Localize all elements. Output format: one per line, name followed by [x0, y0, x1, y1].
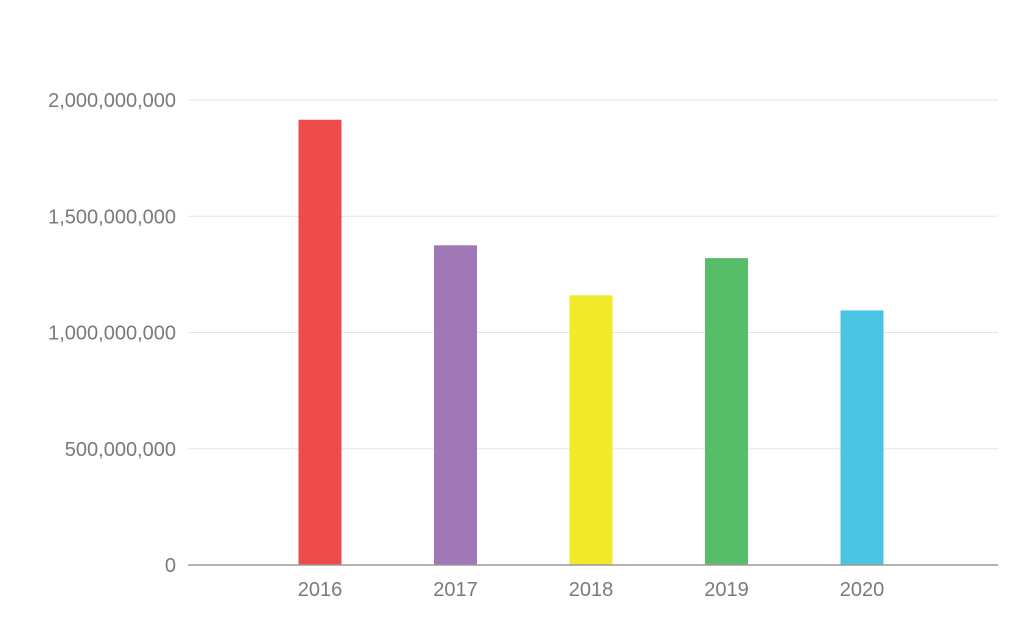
bar-2016: [298, 119, 342, 565]
y-tick-label: 500,000,000: [65, 439, 176, 461]
bar-2018: [569, 295, 613, 565]
y-tick-label: 1,000,000,000: [48, 323, 176, 345]
x-tick-label: 2020: [840, 579, 885, 601]
x-tick-label: 2017: [433, 579, 478, 601]
x-tick-label: 2019: [704, 579, 749, 601]
y-tick-label: 1,500,000,000: [48, 206, 176, 228]
x-axis-ticks: 2016 2017 2018 2019 2020: [298, 579, 885, 601]
y-axis-ticks: 0 500,000,000 1,000,000,000 1,500,000,000 2,…: [48, 90, 176, 577]
x-tick-label: 2018: [569, 579, 614, 601]
bar-2017: [434, 245, 477, 565]
bars: [298, 119, 884, 565]
y-tick-label: 0: [165, 555, 176, 577]
bar-2020: [840, 310, 884, 565]
y-tick-label: 2,000,000,000: [48, 90, 176, 112]
x-tick-label: 2016: [298, 579, 343, 601]
bar-2019: [705, 258, 748, 565]
